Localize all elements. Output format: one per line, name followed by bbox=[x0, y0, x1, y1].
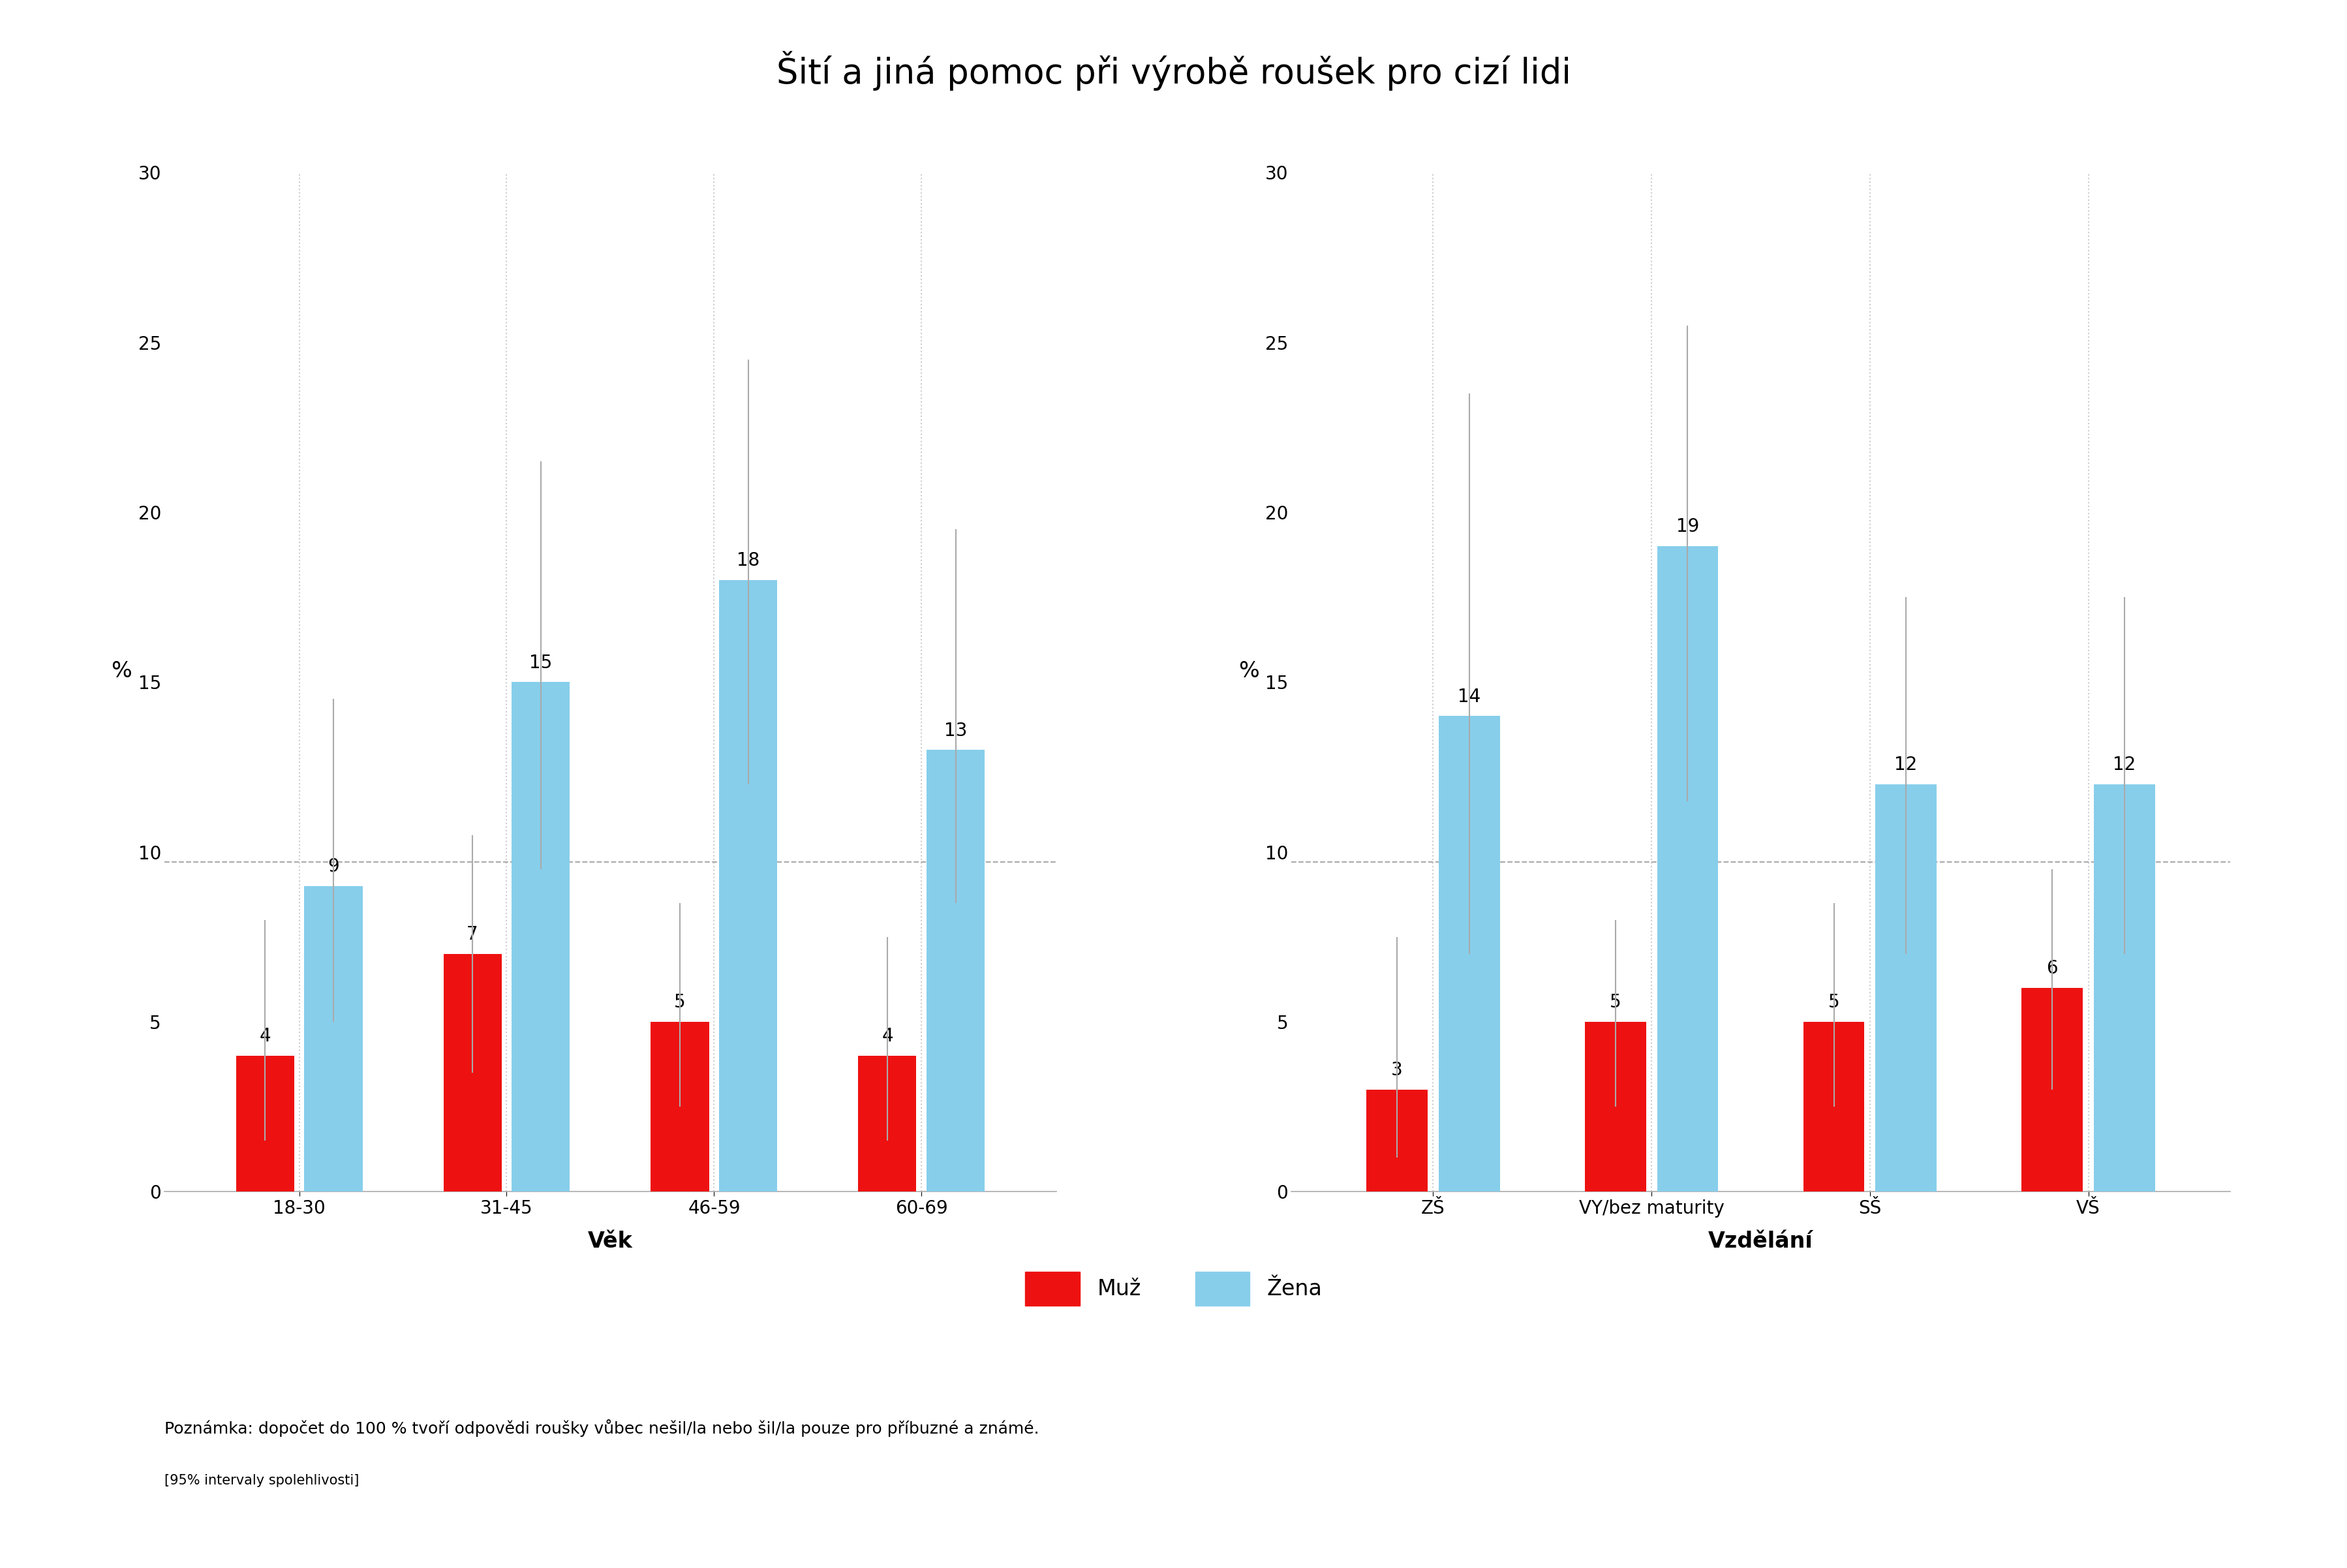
Bar bbox=[235, 1055, 293, 1192]
Text: 5: 5 bbox=[1828, 994, 1840, 1011]
Text: 19: 19 bbox=[1676, 517, 1699, 536]
Bar bbox=[2021, 988, 2082, 1192]
Text: Šití a jiná pomoc při výrobě roušek pro cizí lidi: Šití a jiná pomoc při výrobě roušek pro … bbox=[777, 50, 1570, 91]
Text: 5: 5 bbox=[1610, 994, 1622, 1011]
Bar bbox=[1875, 784, 1936, 1192]
Bar bbox=[650, 1022, 709, 1192]
Text: 12: 12 bbox=[2112, 756, 2136, 773]
Text: 4: 4 bbox=[882, 1027, 892, 1046]
Text: 13: 13 bbox=[943, 721, 967, 740]
Bar bbox=[2094, 784, 2155, 1192]
Bar bbox=[859, 1055, 915, 1192]
Bar bbox=[1584, 1022, 1645, 1192]
Text: 6: 6 bbox=[2047, 960, 2058, 978]
Text: 5: 5 bbox=[674, 994, 685, 1011]
X-axis label: Vzdělání: Vzdělání bbox=[1709, 1231, 1812, 1251]
Y-axis label: %: % bbox=[1237, 660, 1258, 682]
Text: 3: 3 bbox=[1392, 1062, 1404, 1079]
Bar bbox=[927, 750, 986, 1192]
Legend: Muž, Žena: Muž, Žena bbox=[1016, 1264, 1331, 1314]
Text: 9: 9 bbox=[329, 858, 338, 875]
Bar bbox=[718, 580, 777, 1192]
Text: 14: 14 bbox=[1457, 688, 1481, 706]
Text: 4: 4 bbox=[258, 1027, 270, 1046]
Text: 18: 18 bbox=[737, 552, 760, 569]
Text: Poznámka: dopočet do 100 % tvoří odpovědi roušky vůbec nešil/la nebo šil/la pouz: Poznámka: dopočet do 100 % tvoří odpověd… bbox=[164, 1419, 1040, 1436]
Bar bbox=[512, 682, 570, 1192]
X-axis label: Věk: Věk bbox=[587, 1231, 634, 1251]
Text: 15: 15 bbox=[528, 654, 552, 671]
Text: 12: 12 bbox=[1894, 756, 1917, 773]
Bar bbox=[1802, 1022, 1864, 1192]
Bar bbox=[1657, 546, 1718, 1192]
Y-axis label: %: % bbox=[110, 660, 131, 682]
Bar bbox=[1366, 1090, 1427, 1192]
Text: [95% intervaly spolehlivosti]: [95% intervaly spolehlivosti] bbox=[164, 1474, 359, 1486]
Bar bbox=[1439, 717, 1500, 1192]
Bar bbox=[444, 953, 502, 1192]
Text: 7: 7 bbox=[467, 925, 479, 944]
Bar bbox=[305, 886, 361, 1192]
